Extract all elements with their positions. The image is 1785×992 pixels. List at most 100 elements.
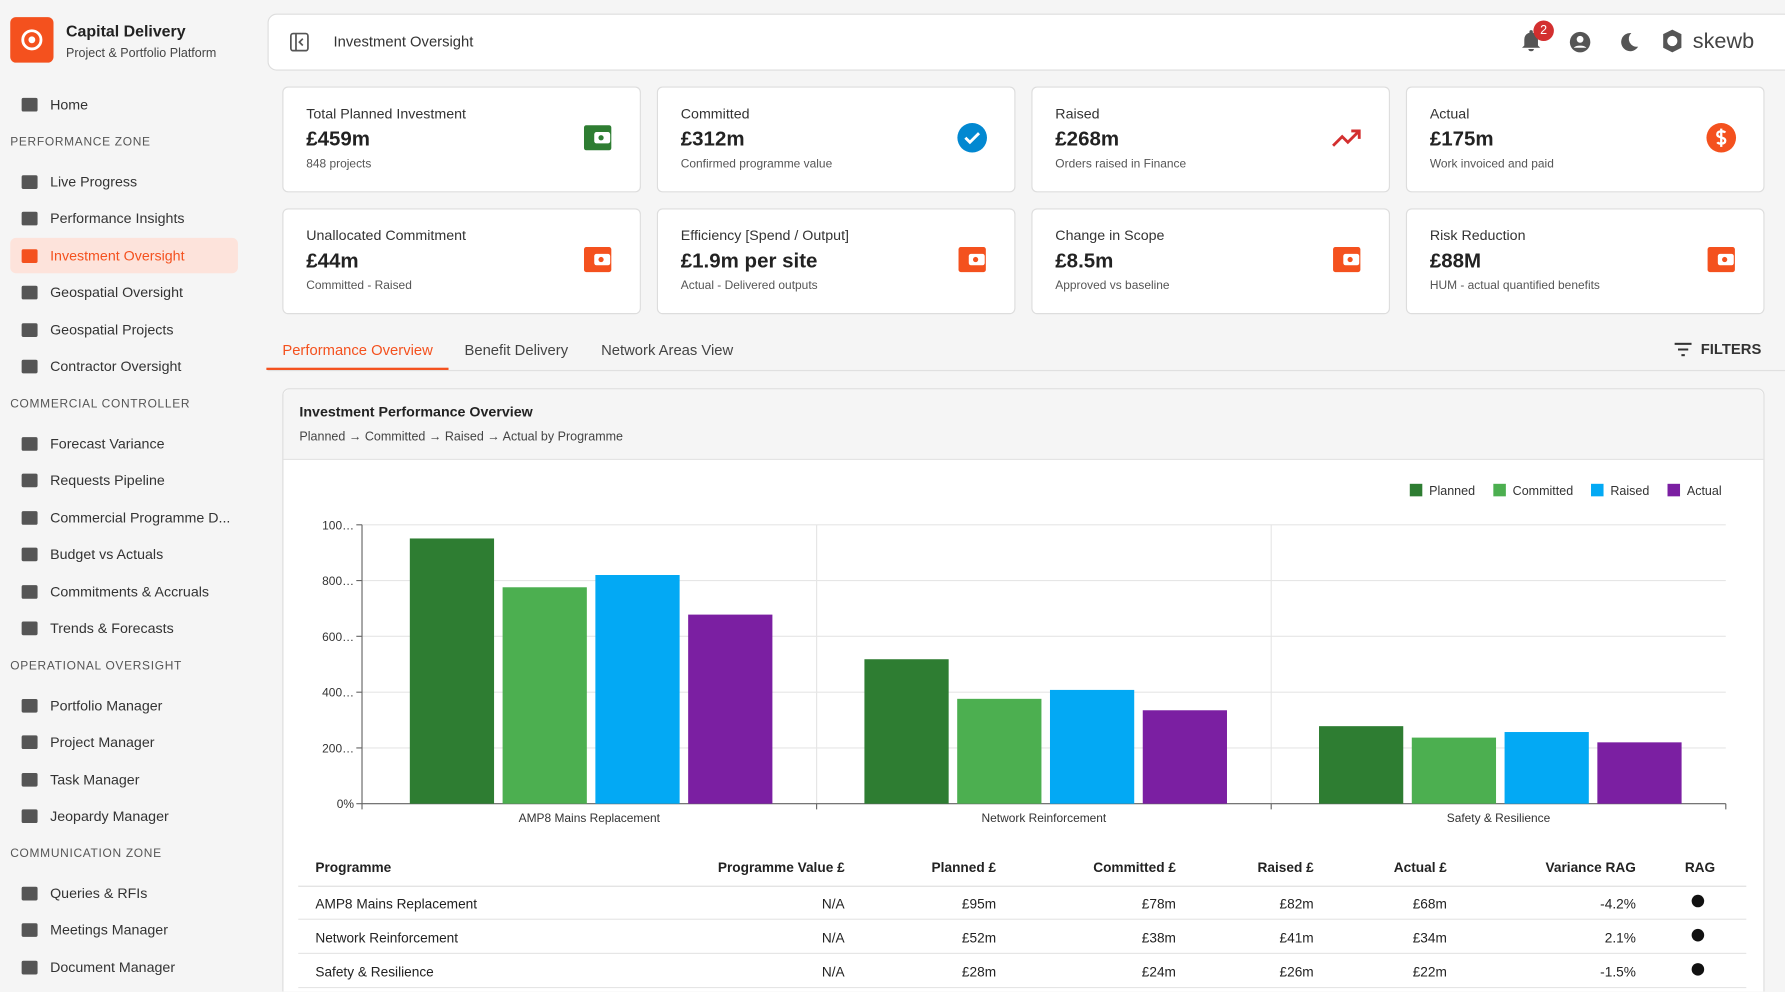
nav-icon xyxy=(21,621,38,636)
y-tick-label: 200… xyxy=(322,741,354,755)
icon-shape xyxy=(21,886,38,900)
kpi-value: £175m xyxy=(1429,127,1494,151)
icon-shape xyxy=(21,322,38,337)
nav-item[interactable]: Geospatial Projects xyxy=(50,321,174,338)
kpi-value: £44m xyxy=(306,249,359,273)
filter-icon xyxy=(1674,342,1692,356)
nav-icon xyxy=(21,97,38,112)
column-header: RAG xyxy=(1684,859,1716,876)
kpi-sub: Work invoiced and paid xyxy=(1429,157,1554,171)
nav-item[interactable]: Jeopardy Manager xyxy=(50,808,169,825)
nav-icon xyxy=(21,285,38,300)
kpi-card xyxy=(1405,86,1765,193)
kpi-card xyxy=(656,208,1016,315)
nav-item[interactable]: Trends & Forecasts xyxy=(50,620,174,637)
icon-shape xyxy=(598,135,604,141)
kpi-icon xyxy=(1707,247,1735,273)
kpi-value: £312m xyxy=(680,127,745,151)
section-title: COMMUNICATION ZONE xyxy=(10,846,162,861)
nav-item[interactable]: Requests Pipeline xyxy=(50,472,165,489)
kpi-sub: Actual - Delivered outputs xyxy=(680,278,818,293)
nav-icon xyxy=(21,809,38,824)
icon-shape xyxy=(21,923,38,937)
y-tick-label: 0% xyxy=(337,797,355,811)
icon-shape xyxy=(21,473,38,488)
kpi-label: Actual xyxy=(1429,105,1470,122)
icon-shape xyxy=(21,285,38,300)
bar xyxy=(864,659,949,804)
legend-label: Actual xyxy=(1687,484,1722,498)
header-divider xyxy=(298,885,1747,887)
nav-item[interactable]: Queries & RFIs xyxy=(50,885,148,902)
tab-indicator xyxy=(266,367,449,370)
nav-item[interactable]: Live Progress xyxy=(50,173,138,190)
legend-label: Raised xyxy=(1610,484,1649,498)
icon-shape xyxy=(957,122,987,153)
nav-item[interactable]: Home xyxy=(50,96,89,113)
nav-item[interactable]: Forecast Variance xyxy=(50,435,165,452)
kpi-card xyxy=(282,208,641,315)
column-header: Actual £ xyxy=(1393,859,1447,876)
column-header: Planned £ xyxy=(931,859,997,876)
nav-item[interactable]: Task Manager xyxy=(50,771,140,788)
nav-item[interactable]: Meetings Manager xyxy=(50,922,168,939)
cell: £68m xyxy=(1412,895,1447,912)
page-title: Investment Oversight xyxy=(333,33,474,51)
nav-icon xyxy=(21,473,38,488)
section-title: OPERATIONAL OVERSIGHT xyxy=(10,658,183,673)
icon-shape xyxy=(21,211,38,226)
nav-icon xyxy=(21,211,38,226)
icon-shape xyxy=(21,248,38,263)
nav-item[interactable]: Portfolio Manager xyxy=(50,697,163,714)
chart-header xyxy=(283,389,1764,460)
icon-shape xyxy=(21,735,38,750)
nav-item[interactable]: Performance Insights xyxy=(50,210,185,227)
chart-card: Investment Performance Overview Planned … xyxy=(282,388,1765,992)
tab-divider xyxy=(267,369,1785,372)
icon-shape xyxy=(21,960,38,974)
account[interactable] xyxy=(1568,30,1593,55)
icon-shape xyxy=(21,359,38,374)
kpi-icon xyxy=(583,247,612,273)
nav-item[interactable]: Commercial Programme D... xyxy=(50,509,231,526)
nav-item[interactable]: Project Manager xyxy=(50,734,155,751)
kpi-icon xyxy=(583,125,612,151)
kpi-value: £8.5m xyxy=(1055,249,1114,273)
kpi-card xyxy=(656,86,1016,193)
nav-item[interactable]: Geospatial Oversight xyxy=(50,284,183,301)
chart-subtitle: Planned → Committed → Raised → Actual by… xyxy=(299,430,624,444)
bar xyxy=(1319,726,1404,804)
filters-button[interactable]: FILTERS xyxy=(1674,340,1761,357)
kpi-label: Committed xyxy=(680,105,750,122)
cell: £95m xyxy=(961,895,997,912)
icon-shape xyxy=(21,584,38,599)
y-tick-label: 400… xyxy=(322,686,354,700)
brand-icon xyxy=(1663,29,1682,53)
nav-icon xyxy=(21,698,38,713)
kpi-card xyxy=(282,86,641,193)
x-tick-label: Network Reinforcement xyxy=(982,811,1107,825)
cell: £24m xyxy=(1141,964,1176,981)
tab[interactable]: Network Areas View xyxy=(601,341,734,359)
section-title: PERFORMANCE ZONE xyxy=(10,134,151,149)
cell: -1.5% xyxy=(1600,964,1636,981)
nav-item[interactable]: Document Manager xyxy=(50,959,176,976)
bar xyxy=(957,698,1042,804)
icon-shape xyxy=(21,772,38,787)
nav-item[interactable]: Budget vs Actuals xyxy=(50,546,164,563)
tab[interactable]: Performance Overview xyxy=(282,341,433,359)
cell: £82m xyxy=(1279,895,1314,912)
active-item-bg xyxy=(10,237,238,273)
nav-item[interactable]: Contractor Oversight xyxy=(50,358,182,375)
nav-item[interactable]: Investment Oversight xyxy=(50,247,185,264)
tab[interactable]: Benefit Delivery xyxy=(464,341,569,359)
top-bar: Investment Oversight 2 skewb xyxy=(267,13,1785,71)
icon-shape xyxy=(964,132,981,145)
nav-item[interactable]: Commitments & Accruals xyxy=(50,583,210,600)
theme-toggle[interactable] xyxy=(1617,30,1642,55)
row-divider xyxy=(298,918,1747,920)
collapse-button[interactable] xyxy=(289,32,309,52)
bar xyxy=(502,587,587,804)
nav-icon xyxy=(21,735,38,750)
